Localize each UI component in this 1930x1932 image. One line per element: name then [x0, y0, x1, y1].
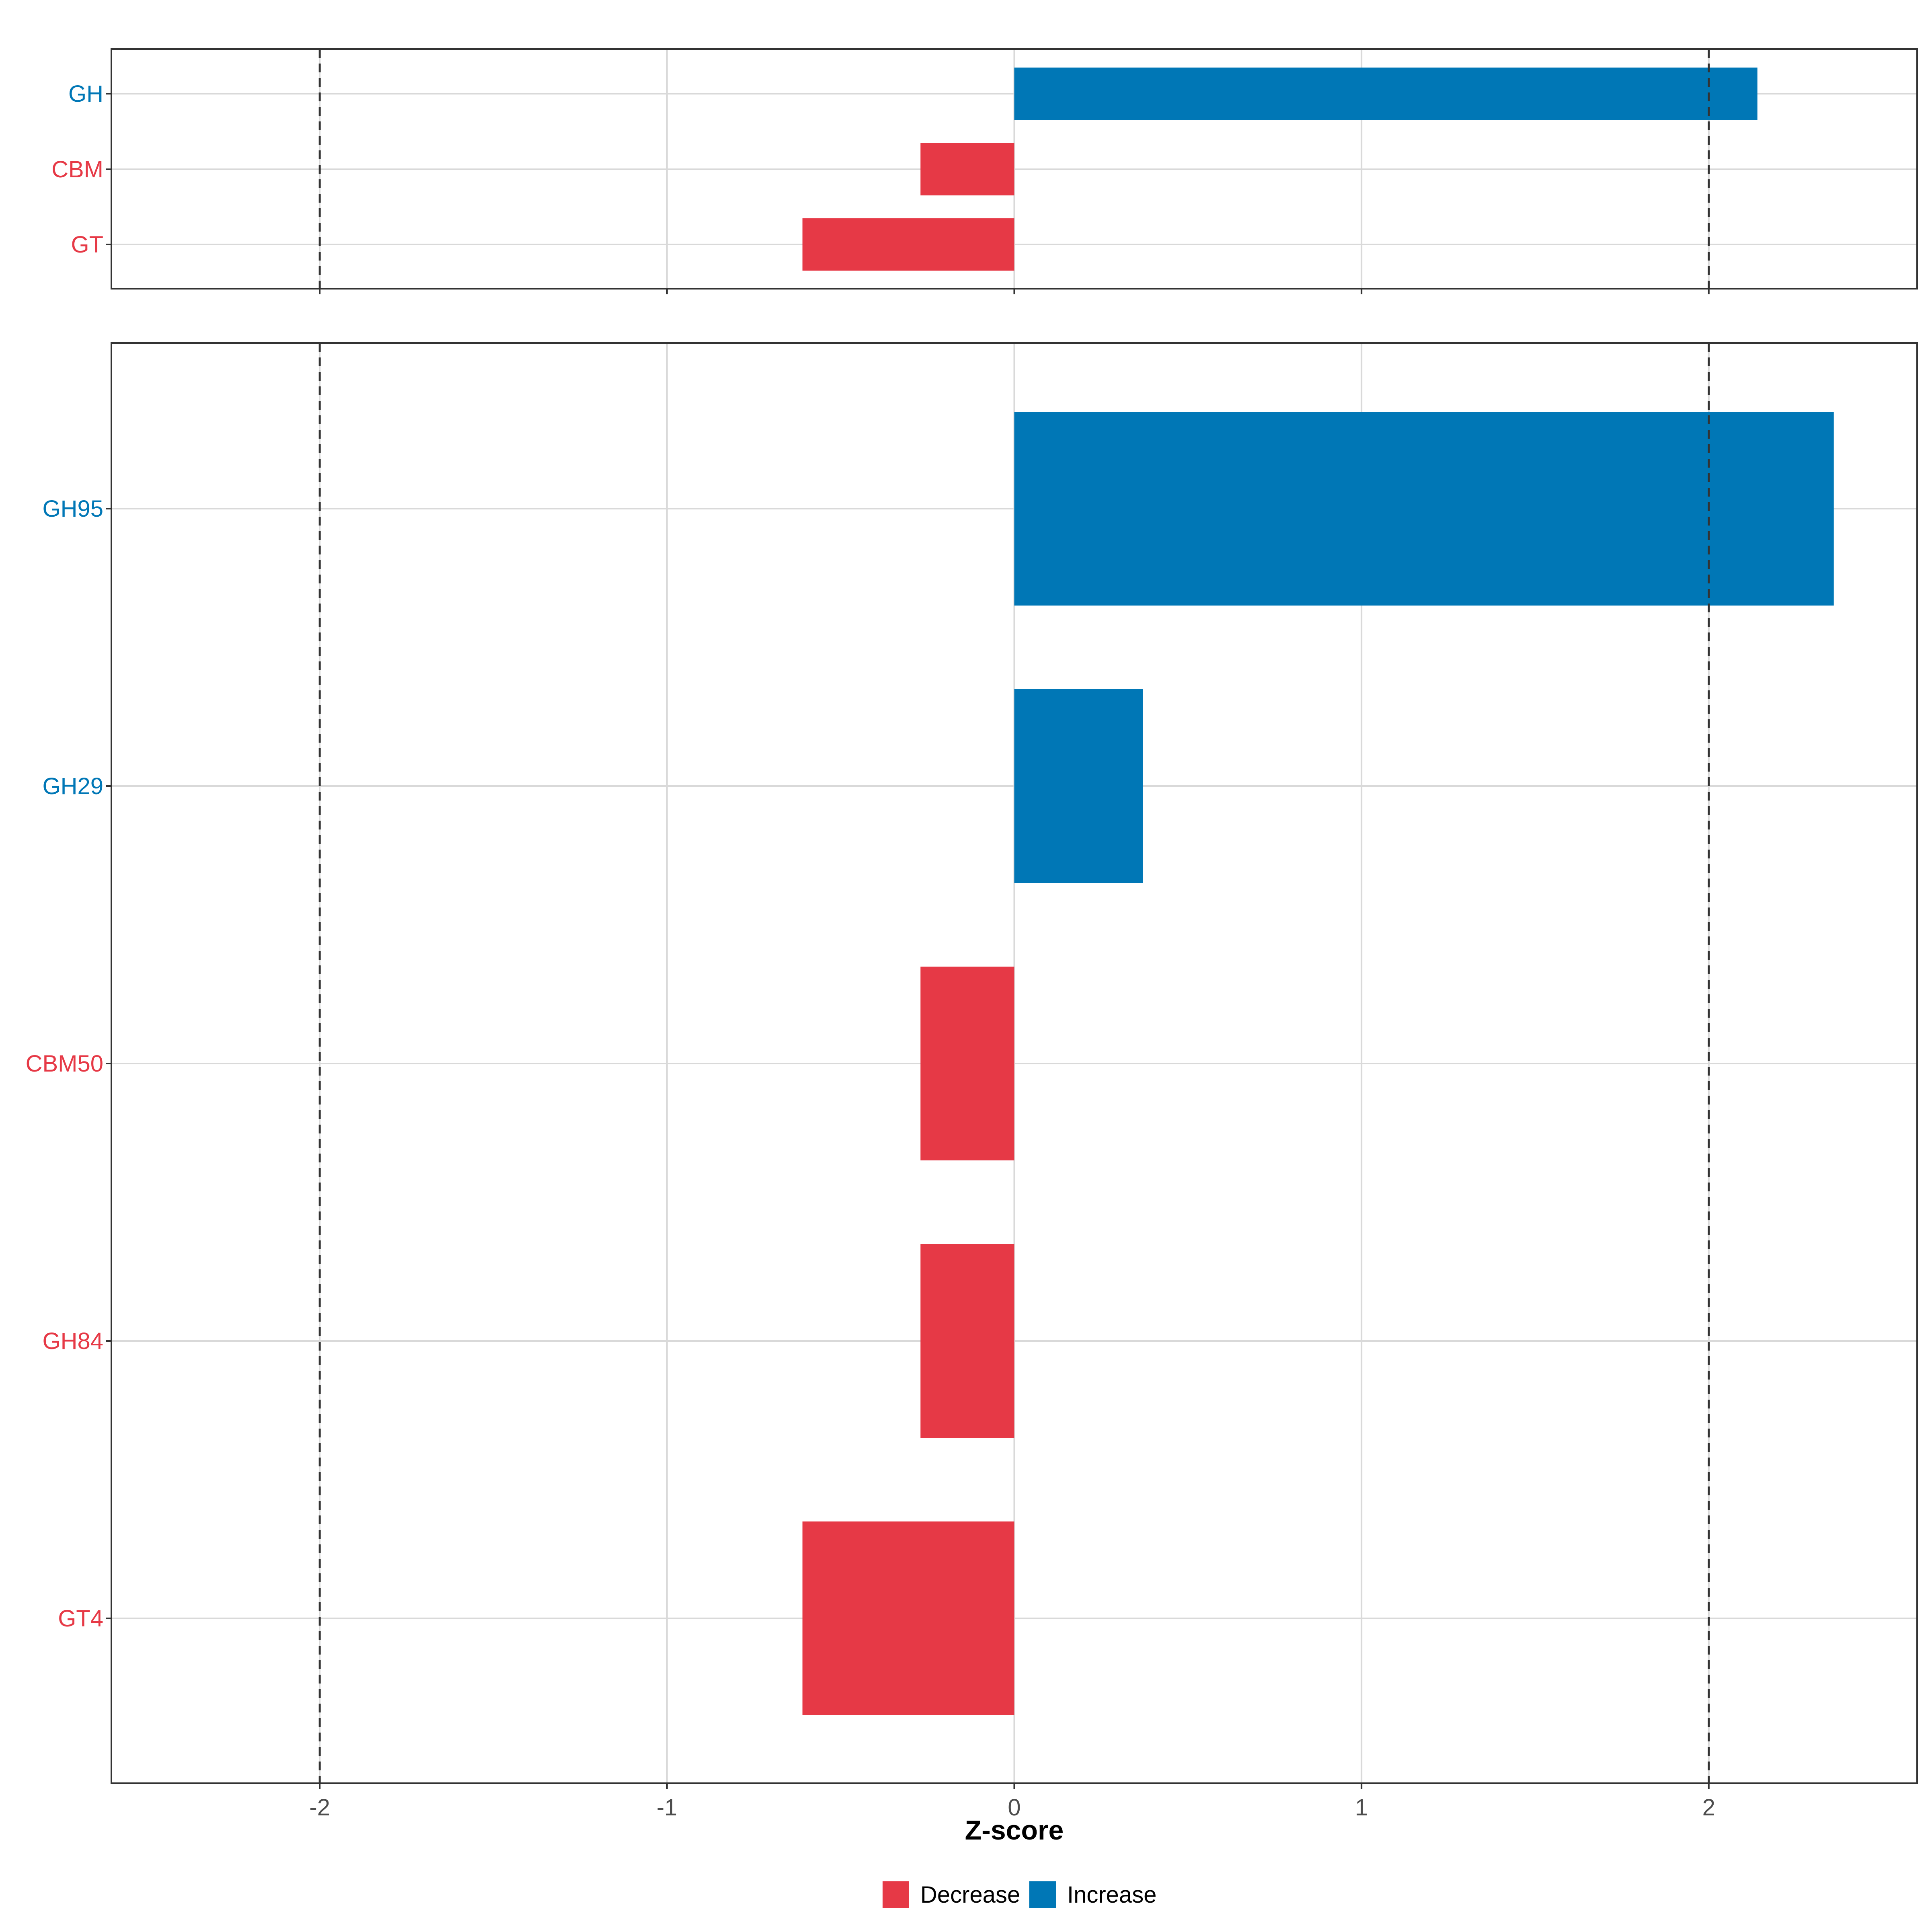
panel-bottom-ylabel-gh29: GH29: [42, 773, 103, 799]
panel-bottom-ylabel-gh84: GH84: [42, 1328, 103, 1354]
legend-label-increase: Increase: [1067, 1882, 1156, 1908]
x-tick-label: -2: [309, 1794, 330, 1821]
panel-bottom-bar-gh84: [920, 1244, 1014, 1438]
legend-label-decrease: Decrease: [920, 1882, 1020, 1908]
panel-top-ylabel-cbm: CBM: [51, 156, 103, 183]
x-tick-label: 0: [1008, 1794, 1020, 1821]
legend-key-decrease: [883, 1881, 909, 1908]
x-tick-label: 1: [1355, 1794, 1368, 1821]
panel-top-bar-gh: [1014, 68, 1758, 120]
x-tick-label: -1: [657, 1794, 678, 1821]
panel-bottom-bar-gh95: [1014, 412, 1834, 606]
legend-key-increase: [1029, 1881, 1056, 1908]
panel-bottom-ylabel-cbm50: CBM50: [26, 1051, 103, 1077]
panel-bottom-bar-cbm50: [920, 967, 1014, 1160]
x-axis-title: Z-score: [965, 1815, 1064, 1846]
panel-bottom-bar-gh29: [1014, 689, 1143, 883]
panel-top-bar-cbm: [920, 143, 1014, 195]
panel-bottom-ylabel-gt4: GT4: [58, 1606, 103, 1632]
panel-bottom-bar-gt4: [802, 1521, 1014, 1715]
x-tick-label: 2: [1702, 1794, 1715, 1821]
panel-top-bar-gt: [802, 218, 1014, 271]
panel-bottom-ylabel-gh95: GH95: [42, 496, 103, 522]
panel-top-ylabel-gh: GH: [68, 81, 103, 107]
panel-top-ylabel-gt: GT: [71, 232, 103, 258]
